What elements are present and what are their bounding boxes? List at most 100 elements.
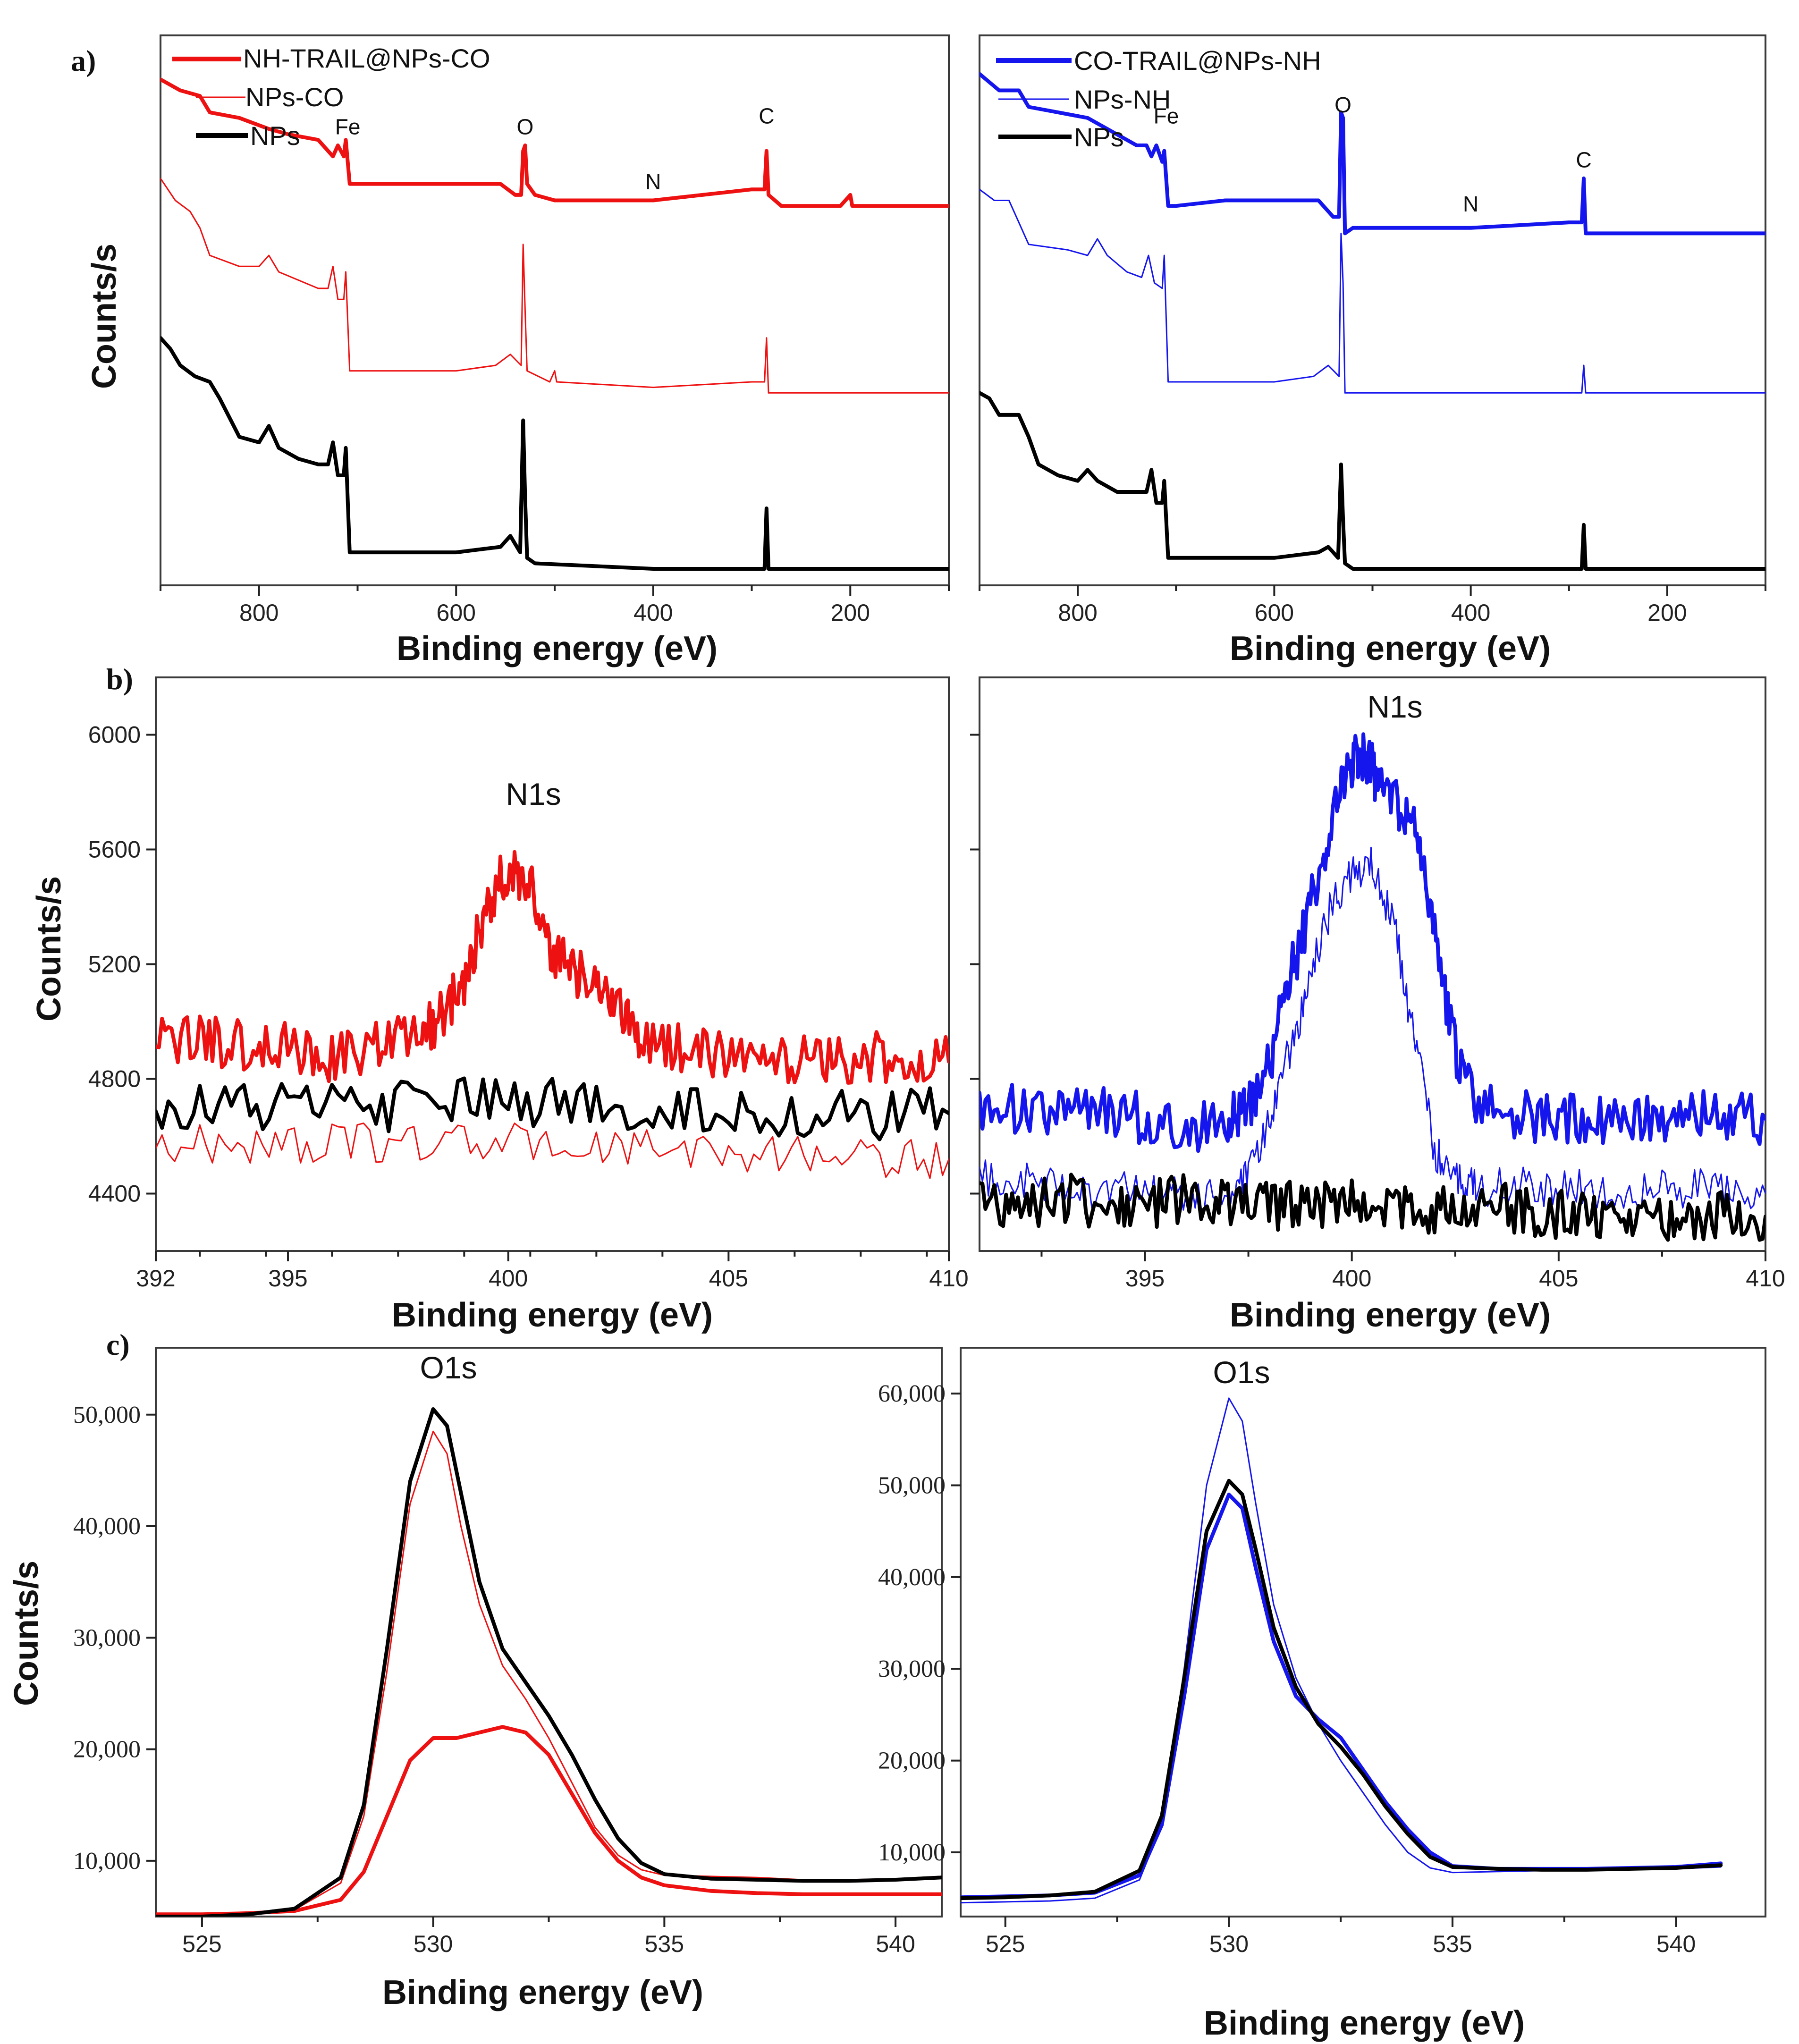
y-tick-label: 4800 <box>88 1066 141 1092</box>
plot-frame <box>155 1347 943 1917</box>
series-line-nps <box>980 391 1765 571</box>
plot-area <box>979 676 1766 1252</box>
x-tick-label: 395 <box>268 1265 307 1292</box>
o1s-chart-left: 525 530 535 540 10,000 20,000 30,000 40,000 50,… <box>8 1347 943 2011</box>
legend-label-nps: NPs <box>1074 122 1124 152</box>
x-axis-title: Binding energy (eV) <box>382 1974 703 2011</box>
x-tick-label: 535 <box>1433 1931 1472 1957</box>
peak-label-n: N <box>645 169 661 194</box>
series-line-co-trail-nps-nh <box>980 72 1765 236</box>
series-line-co-trail-nps-nh <box>980 732 1765 1153</box>
x-axis-title: Binding energy (eV) <box>397 630 718 667</box>
x-ticks: 392 395 400 405 410 <box>136 1251 969 1292</box>
survey-chart-left: 800 600 400 200 Binding energy (eV) Counts/… <box>85 34 950 667</box>
x-ticks: 525 530 535 540 <box>986 1917 1696 1957</box>
peak-label-n: N <box>1463 192 1478 216</box>
y-tick-label: 5600 <box>88 836 141 863</box>
peak-title: N1s <box>1367 689 1422 724</box>
plot-area <box>979 34 1766 586</box>
y-tick-label: 40,000 <box>73 1513 141 1540</box>
legend-label-nh-trail: NH-TRAIL@NPs-CO <box>243 43 490 73</box>
x-tick-label: 395 <box>1125 1265 1165 1292</box>
y-ticks <box>970 734 980 1195</box>
y-tick-label: 30,000 <box>73 1624 141 1651</box>
x-tick-label: 400 <box>633 600 673 626</box>
plot-frame <box>979 34 1766 586</box>
x-axis-title: Binding energy (eV) <box>1204 2004 1525 2042</box>
y-tick-label: 50,000 <box>878 1472 946 1499</box>
series-line-nps <box>980 1173 1765 1242</box>
y-tick-label: 10,000 <box>878 1839 946 1866</box>
y-axis-title: Counts/s <box>30 876 68 1022</box>
n1s-chart-left: 392 395 400 405 410 4400 4800 5200 5600 6000 N1s… <box>30 676 969 1334</box>
series-line-nps <box>156 1407 942 1917</box>
plot-area <box>155 676 950 1252</box>
series-line-nps-co <box>160 177 949 394</box>
y-tick-label: 50,000 <box>73 1402 141 1428</box>
series-line-nps <box>961 1478 1723 1900</box>
y-tick-label: 4400 <box>88 1181 141 1207</box>
y-axis-title: Counts/s <box>8 1561 45 1706</box>
peak-title: O1s <box>420 1350 477 1385</box>
series-line-nps-nh <box>980 188 1765 394</box>
series-line-nps-co <box>156 1122 949 1179</box>
x-axis-title: Binding energy (eV) <box>1230 630 1551 667</box>
x-tick-label: 405 <box>1539 1265 1578 1292</box>
x-ticks: 395 400 405 410 <box>1040 1251 1785 1292</box>
x-axis-title: Binding energy (eV) <box>1230 1296 1551 1334</box>
series-line-nps <box>160 336 949 571</box>
x-tick-label: 600 <box>437 600 476 626</box>
x-tick-label: 405 <box>709 1265 748 1292</box>
x-tick-label: 530 <box>1209 1931 1249 1957</box>
panel-letter-a: a) <box>71 44 96 77</box>
series-line-nh-trail-nps-co <box>156 1725 942 1917</box>
y-tick-label: 30,000 <box>878 1655 946 1682</box>
y-tick-label: 40,000 <box>878 1564 946 1591</box>
legend-label-nps: NPs <box>250 121 300 151</box>
y-ticks: 10,000 20,000 30,000 40,000 50,000 60,000 <box>878 1380 961 1866</box>
x-tick-label: 400 <box>1451 600 1490 626</box>
series-line-nps-nh <box>980 846 1765 1212</box>
y-ticks: 4400 4800 5200 5600 6000 <box>88 722 156 1207</box>
legend-label-co-trail: CO-TRAIL@NPs-NH <box>1074 46 1321 76</box>
x-tick-label: 535 <box>645 1931 684 1957</box>
peak-label-c: C <box>1576 148 1591 172</box>
x-tick-label: 530 <box>414 1931 453 1957</box>
x-tick-label: 392 <box>136 1265 175 1292</box>
series-line-nps-nh <box>961 1397 1722 1904</box>
x-tick-label: 410 <box>929 1265 968 1292</box>
survey-chart-right: 800 600 400 200 Binding energy (eV) Fe O N C C… <box>979 34 1766 667</box>
y-tick-label: 6000 <box>88 722 141 748</box>
x-ticks: 800 600 400 200 <box>160 585 950 626</box>
x-tick-label: 200 <box>831 600 870 626</box>
plot-frame <box>960 1347 1766 1917</box>
y-tick-label: 10,000 <box>73 1848 141 1875</box>
y-ticks: 10,000 20,000 30,000 40,000 50,000 <box>73 1402 156 1875</box>
y-tick-label: 60,000 <box>878 1380 946 1407</box>
peak-labels: Fe O N C <box>335 103 775 194</box>
peak-title: O1s <box>1213 1355 1270 1390</box>
peak-label-o: O <box>516 115 533 139</box>
x-tick-label: 400 <box>1332 1265 1371 1292</box>
peak-title: N1s <box>506 777 561 811</box>
plot-area <box>960 1347 1766 1917</box>
series-line-nps <box>156 1076 949 1141</box>
plot-area <box>160 34 950 586</box>
y-axis-title: Counts/s <box>85 244 123 389</box>
x-tick-label: 600 <box>1255 600 1294 626</box>
peak-label-fe: Fe <box>1154 103 1179 128</box>
panel-letter-c: c) <box>106 1328 130 1361</box>
series-line-co-trail-nps-nh <box>961 1493 1723 1900</box>
series-line-nps-co <box>156 1430 942 1917</box>
x-ticks: 525 530 535 540 <box>182 1917 915 1957</box>
x-tick-label: 540 <box>1656 1931 1696 1957</box>
y-tick-label: 20,000 <box>73 1736 141 1763</box>
series-line-nh-trail-nps-co <box>156 850 949 1085</box>
n1s-chart-right: 395 400 405 410 N1s Binding energy (eV) <box>970 676 1785 1334</box>
y-tick-label: 5200 <box>88 951 141 978</box>
x-tick-label: 540 <box>876 1931 915 1957</box>
x-axis-title: Binding energy (eV) <box>392 1296 713 1334</box>
legend: NH-TRAIL@NPs-CO NPs-CO NPs <box>172 43 490 151</box>
series-line-nh-trail-nps-co <box>160 77 949 208</box>
